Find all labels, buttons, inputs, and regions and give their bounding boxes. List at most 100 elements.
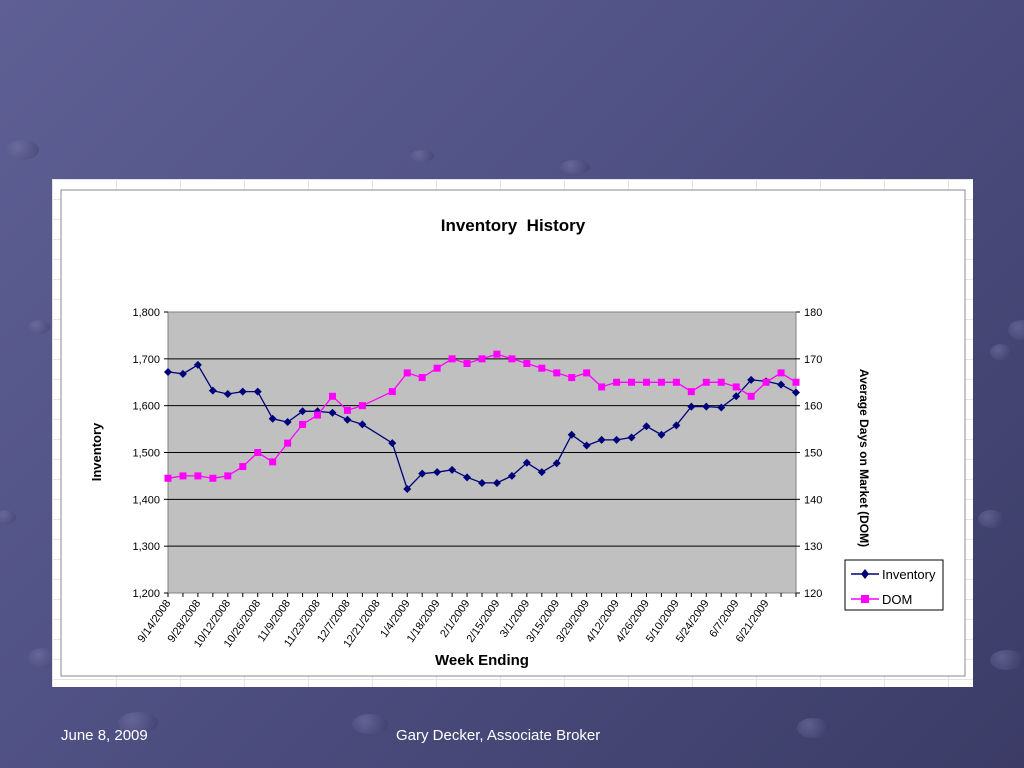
inventory-data-point bbox=[657, 430, 666, 439]
dom-data-point bbox=[433, 364, 441, 372]
dom-data-point bbox=[418, 374, 426, 382]
dom-data-point bbox=[702, 378, 710, 386]
inventory-data-point bbox=[388, 439, 397, 448]
chart-frame: 1,200 1,300 1,400 1,500 1,600 1,700 1,800 120 1… bbox=[52, 179, 973, 687]
legend-inventory-marker bbox=[861, 569, 869, 579]
inventory-data-point bbox=[492, 478, 501, 487]
legend-dom-marker bbox=[861, 595, 869, 603]
inventory-data-point bbox=[582, 441, 591, 450]
background-bubble bbox=[560, 160, 590, 174]
inventory-data-point bbox=[612, 435, 621, 444]
inventory-data-point bbox=[732, 392, 741, 401]
dom-data-point bbox=[328, 392, 336, 400]
inventory-data-point bbox=[567, 430, 576, 439]
background-bubble bbox=[352, 714, 388, 734]
background-bubble bbox=[797, 718, 829, 738]
dom-data-point bbox=[598, 383, 606, 391]
inventory-data-point bbox=[298, 407, 307, 416]
inventory-data-point bbox=[433, 468, 442, 477]
dom-data-point bbox=[732, 383, 740, 391]
dom-data-point bbox=[388, 388, 396, 396]
inventory-data-point bbox=[522, 458, 531, 467]
dom-data-point bbox=[687, 388, 695, 396]
dom-data-point bbox=[568, 374, 576, 382]
inventory-data-point bbox=[627, 433, 636, 442]
inventory-data-point bbox=[448, 465, 457, 474]
dom-data-point bbox=[777, 369, 785, 377]
dom-data-point bbox=[194, 472, 202, 480]
y-tick-label-left: 1,400 bbox=[132, 494, 160, 506]
y-tick-label-right: 120 bbox=[804, 588, 822, 600]
dom-data-point bbox=[403, 369, 411, 377]
x-axis-title: Week Ending bbox=[435, 652, 529, 669]
background-bubble bbox=[118, 712, 158, 734]
y-tick-label-right: 170 bbox=[804, 354, 822, 366]
background-bubble bbox=[0, 510, 16, 524]
background-bubble bbox=[990, 344, 1012, 360]
inventory-data-point bbox=[597, 435, 606, 444]
dom-data-point bbox=[762, 378, 770, 386]
inventory-data-point bbox=[238, 387, 247, 396]
y-tick-label-right: 140 bbox=[804, 494, 822, 506]
dom-data-point bbox=[299, 420, 307, 428]
dom-data-point bbox=[642, 378, 650, 386]
background-bubble bbox=[410, 150, 434, 162]
inventory-data-point bbox=[478, 478, 486, 487]
dom-data-point bbox=[747, 392, 755, 400]
inventory-data-point bbox=[792, 388, 800, 397]
y-tick-label-left: 1,700 bbox=[132, 354, 160, 366]
background-bubble bbox=[28, 320, 50, 334]
dom-data-point bbox=[717, 378, 725, 386]
chart-title: Inventory History bbox=[441, 216, 586, 235]
inventory-data-point bbox=[193, 360, 202, 369]
dom-data-point bbox=[538, 364, 546, 372]
inventory-data-point bbox=[343, 415, 352, 424]
background-bubble bbox=[28, 648, 58, 668]
inventory-data-point bbox=[537, 468, 546, 477]
dom-data-point bbox=[358, 402, 366, 410]
background-bubble bbox=[1008, 320, 1024, 340]
dom-data-point bbox=[164, 474, 172, 482]
dom-data-point bbox=[179, 472, 187, 480]
inventory-data-point bbox=[687, 402, 696, 411]
y-axis-right-ticks: 120 130 140 150 160 170 180 bbox=[796, 307, 822, 600]
background-bubble bbox=[5, 140, 39, 160]
inventory-data-point bbox=[253, 387, 262, 396]
inventory-data-point bbox=[777, 380, 786, 389]
dom-data-point bbox=[553, 369, 561, 377]
y-tick-label-right: 180 bbox=[804, 307, 822, 319]
inventory-data-point bbox=[328, 408, 337, 417]
inventory-data-point bbox=[178, 369, 187, 378]
dom-data-point bbox=[463, 360, 471, 368]
inventory-data-point bbox=[208, 386, 217, 395]
inventory-data-point bbox=[358, 420, 367, 429]
inventory-data-point bbox=[552, 459, 561, 468]
footer-date: June 8, 2009 bbox=[61, 727, 148, 744]
inventory-data-point bbox=[463, 473, 472, 482]
dom-data-point bbox=[314, 411, 322, 419]
dom-data-point bbox=[239, 463, 247, 471]
inventory-data-point bbox=[164, 367, 172, 376]
dom-data-point bbox=[343, 406, 351, 414]
inventory-data-point bbox=[283, 418, 292, 427]
y-tick-label-right: 130 bbox=[804, 541, 822, 553]
legend-inventory-label: Inventory bbox=[882, 567, 936, 582]
dom-data-point bbox=[493, 350, 501, 358]
y-axis-right-title: Average Days on Market (DOM) bbox=[857, 369, 871, 547]
inventory-data-point bbox=[702, 402, 711, 411]
dom-data-point bbox=[508, 355, 516, 363]
background-bubble bbox=[978, 510, 1004, 528]
inventory-data-point bbox=[717, 403, 726, 412]
inventory-data-point bbox=[672, 421, 681, 430]
dom-data-point bbox=[254, 449, 262, 456]
dom-data-point bbox=[628, 378, 636, 386]
y-tick-label-left: 1,600 bbox=[132, 401, 160, 413]
dom-data-point bbox=[269, 458, 277, 466]
y-tick-label-right: 160 bbox=[804, 401, 822, 413]
dom-data-point bbox=[672, 378, 680, 386]
dom-data-point bbox=[613, 378, 621, 386]
dom-data-point bbox=[448, 355, 456, 363]
background-bubble bbox=[990, 650, 1024, 670]
footer-author: Gary Decker, Associate Broker bbox=[396, 727, 601, 744]
